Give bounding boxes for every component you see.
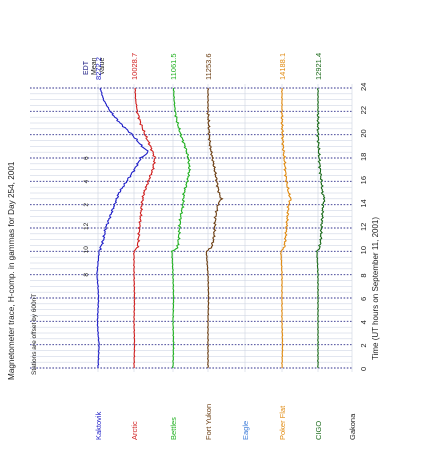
trace-bettles [170, 87, 192, 369]
ut-tick-label: 8 [359, 273, 368, 277]
ut-tick-label: 20 [359, 129, 368, 137]
ut-tick-label: 2 [359, 343, 368, 347]
x-axis-label: Time (UT hours on September 11, 2001) [371, 217, 380, 360]
ut-tick-label: 14 [359, 199, 368, 207]
edt-tick-label: 6 [83, 156, 90, 160]
ut-tick-label: 4 [359, 320, 368, 324]
edt-tick-label: 10 [83, 246, 90, 254]
station-label-eagle: Eagle [241, 421, 250, 440]
mean-value-fort-yukon: 11253.6 [204, 53, 213, 80]
mean-value-kaktovik: 8272.2 [94, 57, 103, 80]
trace-layer [96, 87, 326, 369]
station-label-fort-yukon: Fort Yukon [204, 404, 213, 440]
station-label-kaktovik: Kaktovik [94, 411, 103, 440]
mean-value-bettles: 11061.5 [169, 53, 178, 80]
mean-value-cigo: 12921.4 [314, 53, 323, 80]
text-layer: Magnetometer trace, H-comp. in gammas fo… [7, 53, 380, 440]
edt-tick-label: 8 [83, 273, 90, 277]
trace-cigo [315, 87, 326, 369]
ut-tick-label: 12 [359, 223, 368, 231]
ut-tick-label: 22 [359, 106, 368, 114]
station-label-bettles: Bettles [169, 417, 178, 440]
grid-layer [30, 84, 353, 372]
scale-label: Stations are offset by 600nT [31, 294, 38, 375]
edt-tick-label: 12 [83, 222, 90, 230]
ut-tick-label: 10 [359, 246, 368, 254]
ut-tick-label: 0 [359, 367, 368, 371]
ut-tick-label: 18 [359, 153, 368, 161]
trace-fort-yukon [205, 87, 224, 369]
mean-value-arctic: 10028.7 [130, 53, 139, 80]
station-label-arctic: Arctic [130, 421, 139, 440]
mean-header-line2: Value [99, 58, 106, 75]
edt-tick-label: 2 [83, 203, 90, 207]
edt-tick-label: 4 [83, 179, 90, 183]
trace-kaktovik [96, 87, 149, 368]
station-label-poker-flat: Poker Flat [278, 405, 287, 440]
edt-label: EDT [83, 60, 90, 75]
ut-tick-label: 6 [359, 297, 368, 301]
station-label-cigo: CIGO [314, 421, 323, 440]
ut-tick-label: 24 [359, 83, 368, 91]
mean-header-line1: Mean [91, 57, 98, 75]
chart-title: Magnetometer trace, H-comp. in gammas fo… [7, 161, 16, 380]
station-label-gakona: Gakona [348, 413, 357, 440]
mean-value-poker-flat: 14188.1 [278, 53, 287, 80]
trace-poker-flat [280, 87, 292, 369]
trace-arctic [132, 87, 156, 369]
ut-tick-label: 16 [359, 176, 368, 184]
